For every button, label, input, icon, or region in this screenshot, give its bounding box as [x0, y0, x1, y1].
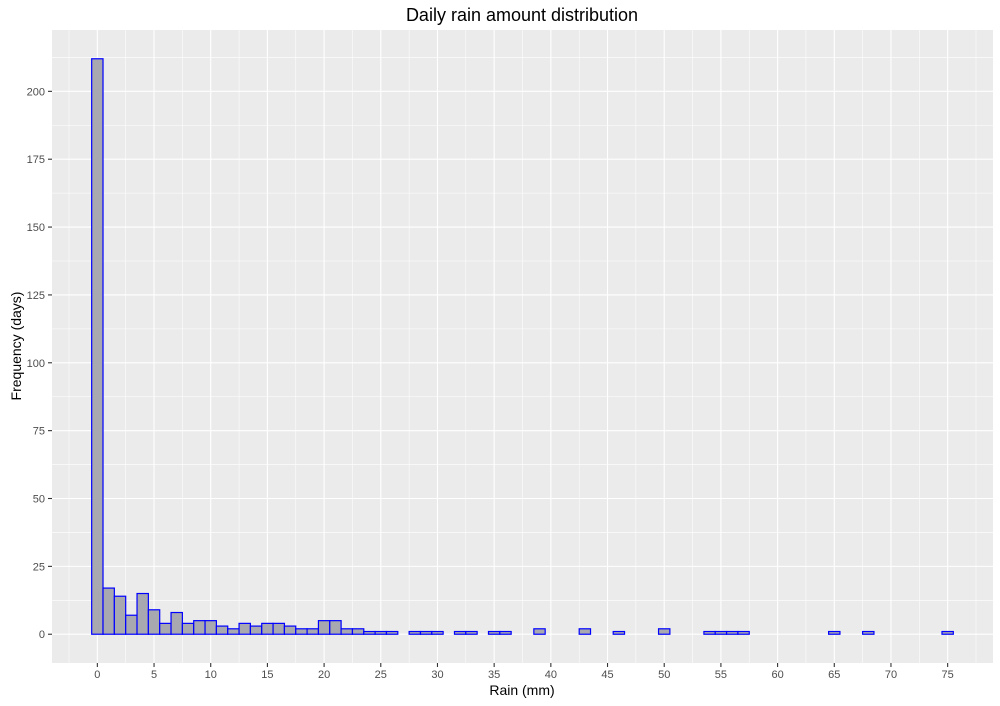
histogram-bar	[703, 630, 716, 635]
histogram-bar	[283, 625, 297, 635]
x-tick-label: 50	[658, 669, 670, 681]
x-tick-label: 70	[885, 669, 897, 681]
histogram-bar	[147, 609, 161, 635]
histogram-bar	[227, 628, 240, 635]
histogram-bar	[170, 611, 183, 635]
grid-lines	[52, 30, 993, 663]
y-tick-label: 25	[33, 561, 45, 573]
histogram-bar	[249, 625, 263, 635]
histogram-bar	[578, 628, 592, 635]
histogram-bar	[714, 630, 728, 635]
histogram-bar	[306, 628, 320, 635]
histogram-bar	[91, 58, 104, 635]
histogram-bar	[941, 630, 954, 635]
histogram-bar	[215, 625, 229, 635]
histogram-bar	[385, 630, 399, 635]
histogram-bar	[533, 628, 546, 635]
histogram-bar	[862, 630, 875, 635]
x-axis: 0 5 10 15 20 25 30 35 40 45 50 55 60 65 70 75	[94, 663, 954, 681]
histogram-bar	[261, 622, 274, 635]
x-tick-label: 60	[771, 669, 783, 681]
histogram-bar	[453, 630, 467, 635]
histogram-bar	[181, 622, 195, 635]
x-tick-label: 45	[601, 669, 613, 681]
x-tick-label: 5	[151, 669, 157, 681]
y-tick-label: 100	[27, 358, 45, 370]
x-tick-label: 10	[205, 669, 217, 681]
x-tick-label: 35	[488, 669, 500, 681]
x-tick-label: 40	[545, 669, 557, 681]
y-tick-label: 50	[33, 494, 45, 506]
histogram-bar	[431, 630, 444, 635]
histogram-bar	[487, 630, 501, 635]
x-tick-label: 65	[828, 669, 840, 681]
x-axis-title: Rain (mm)	[489, 682, 554, 698]
histogram-bar	[136, 592, 149, 635]
histogram-bar	[363, 630, 376, 635]
histogram-bar	[317, 620, 331, 635]
histogram-bar	[657, 628, 671, 635]
histogram-bars	[91, 58, 954, 635]
histogram-bar	[340, 628, 354, 635]
histogram-bar	[737, 630, 750, 635]
histogram-bar	[374, 630, 388, 635]
histogram-bar	[125, 614, 138, 635]
x-tick-label: 30	[431, 669, 443, 681]
histogram-bar	[113, 595, 127, 635]
histogram-bar	[725, 630, 739, 635]
x-tick-label: 25	[375, 669, 387, 681]
y-tick-label: 150	[27, 222, 45, 234]
histogram-bar	[465, 630, 478, 635]
x-tick-label: 20	[318, 669, 330, 681]
histogram-bar	[499, 630, 512, 635]
y-tick-label: 0	[39, 629, 45, 641]
histogram-bar	[159, 622, 172, 635]
x-tick-label: 75	[942, 669, 954, 681]
histogram-bar	[272, 622, 286, 635]
x-tick-label: 0	[94, 669, 100, 681]
chart-title: Daily rain amount distribution	[406, 5, 638, 25]
histogram-bar	[329, 620, 342, 635]
histogram-bar	[295, 628, 308, 635]
y-axis-title: Frequency (days)	[8, 292, 24, 401]
histogram-bar	[204, 620, 217, 635]
y-axis: 0 25 50 75 100 125 150 175 200	[27, 86, 52, 641]
y-tick-label: 200	[27, 86, 45, 98]
histogram-bar	[408, 630, 422, 635]
y-tick-label: 175	[27, 154, 45, 166]
x-tick-label: 55	[715, 669, 727, 681]
histogram-bar	[193, 620, 206, 635]
x-tick-label: 15	[261, 669, 273, 681]
histogram-bar	[828, 630, 841, 635]
histogram-bar	[102, 587, 115, 635]
histogram-bar	[351, 628, 365, 635]
histogram-bar	[612, 630, 626, 635]
histogram-bar	[419, 630, 433, 635]
y-tick-label: 125	[27, 290, 45, 302]
y-tick-label: 75	[33, 426, 45, 438]
histogram-bar	[238, 622, 252, 635]
